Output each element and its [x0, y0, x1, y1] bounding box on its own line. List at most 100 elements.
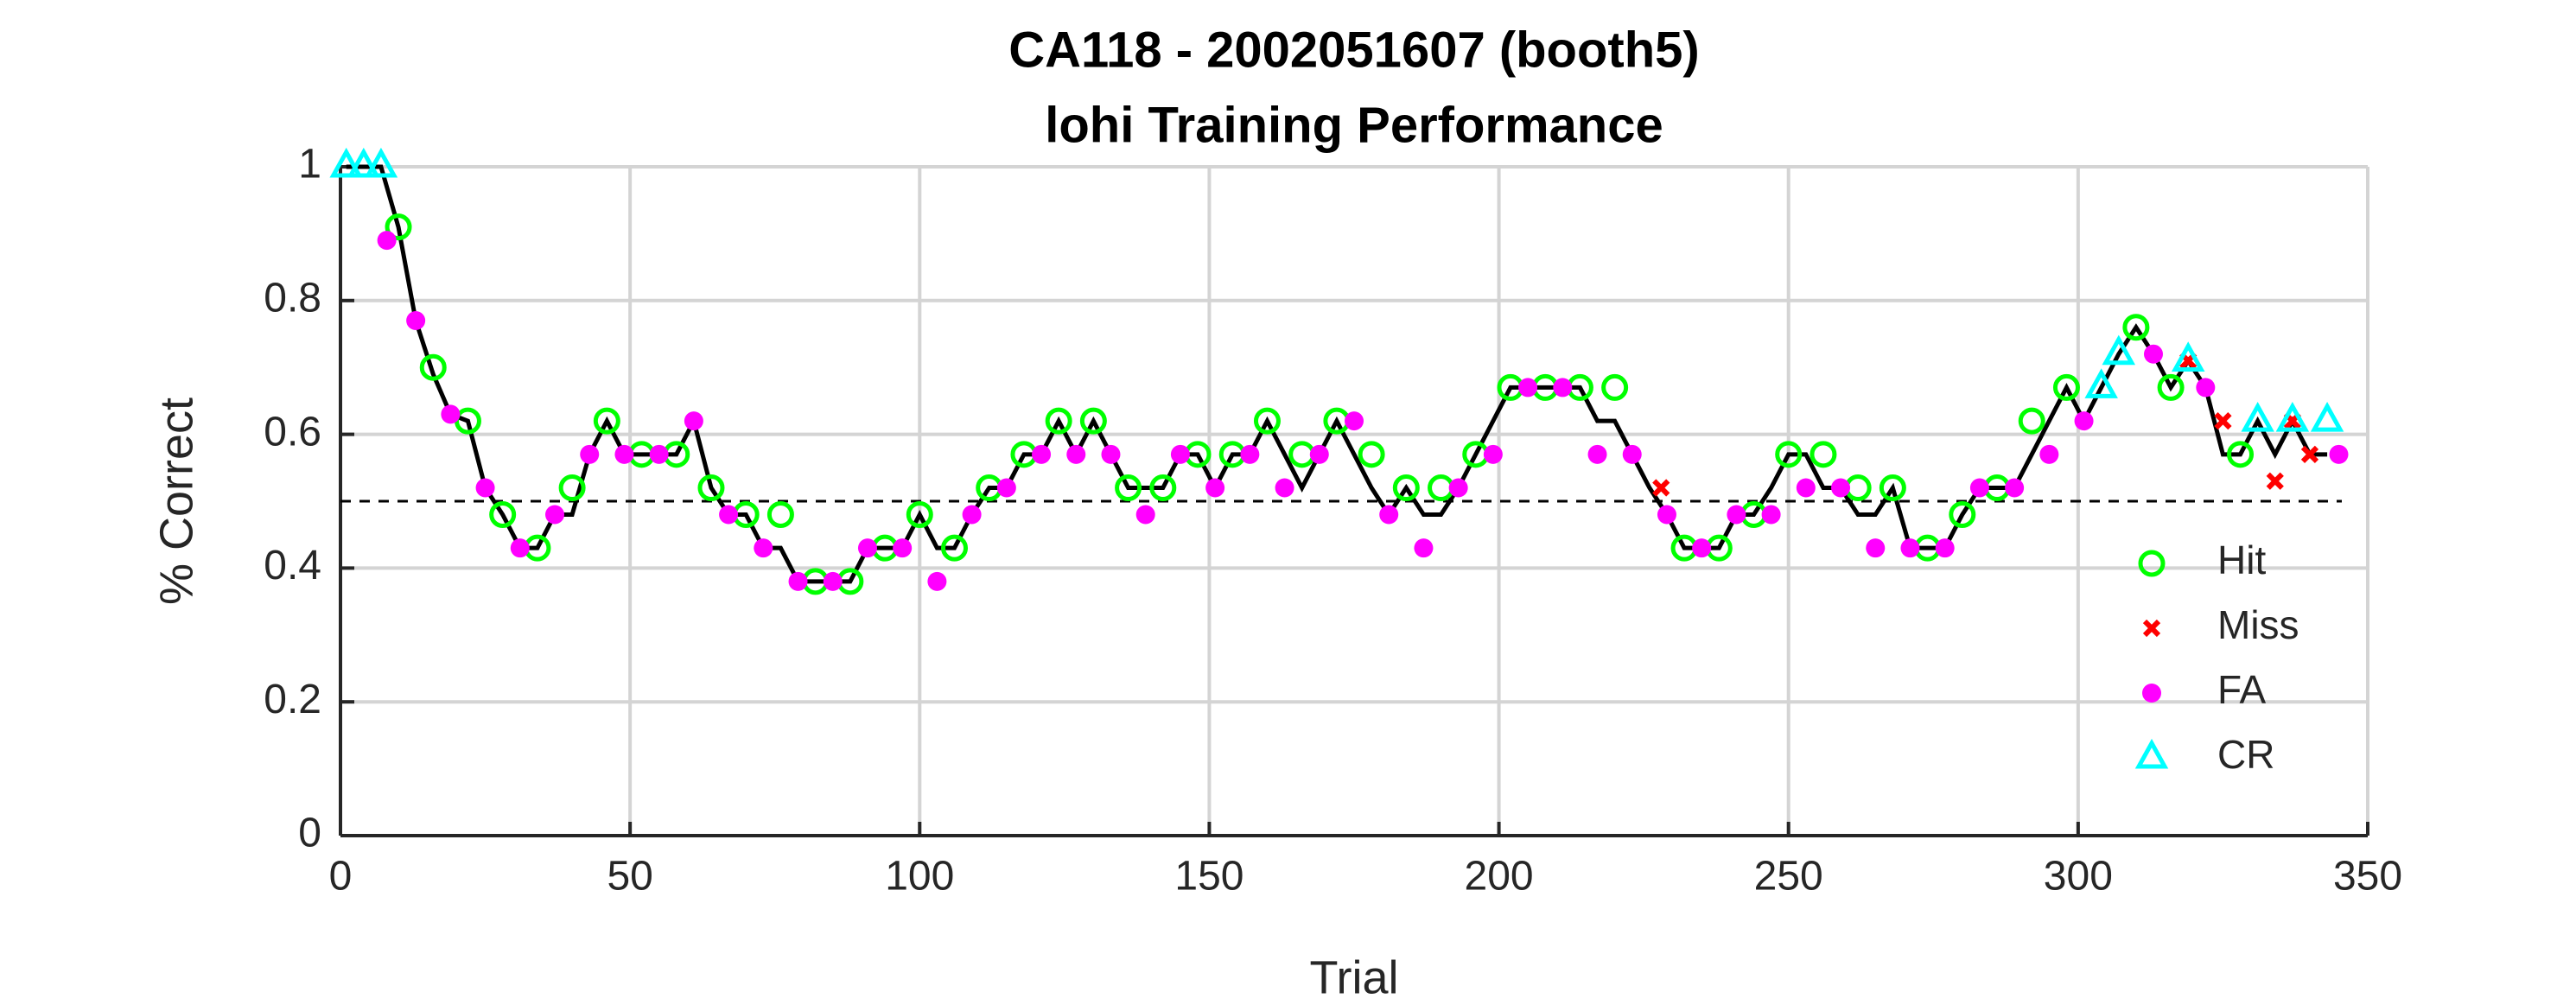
data-point — [1414, 538, 1434, 558]
data-point — [2196, 378, 2216, 398]
legend-label: CR — [2217, 732, 2274, 777]
data-point — [1518, 378, 1538, 398]
data-point — [754, 538, 773, 558]
data-point — [2266, 472, 2284, 490]
data-point — [1935, 538, 1955, 558]
data-point — [1448, 478, 1468, 498]
data-point — [1205, 478, 1225, 498]
data-point — [766, 500, 794, 528]
y-axis-label: % Correct — [150, 398, 202, 605]
data-point — [996, 478, 1016, 498]
data-point — [1288, 441, 1316, 468]
data-point — [1275, 478, 1294, 498]
legend-label: FA — [2217, 667, 2267, 712]
y-tick-label: 0.6 — [264, 409, 321, 455]
legend-marker — [2142, 684, 2161, 703]
data-point — [962, 505, 982, 525]
x-tick-label: 0 — [329, 854, 353, 900]
data-point — [1392, 474, 1420, 502]
x-axis-label: Trial — [1310, 951, 1399, 1003]
chart-title: CA118 - 2002051607 (booth5) — [1008, 22, 1699, 78]
data-point — [1066, 444, 1086, 464]
data-point — [1796, 478, 1816, 498]
data-point — [1240, 444, 1260, 464]
data-point — [2214, 411, 2232, 430]
x-tick-label: 100 — [885, 854, 954, 900]
data-point — [545, 505, 565, 525]
performance-line — [346, 164, 2328, 584]
data-point — [329, 147, 363, 178]
data-point — [347, 147, 381, 178]
data-point — [2157, 373, 2185, 401]
data-point — [1170, 444, 1190, 464]
data-point — [1045, 407, 1072, 435]
data-point — [906, 500, 933, 528]
x-tick-label: 150 — [1174, 854, 1243, 900]
data-point — [475, 478, 495, 498]
data-point — [385, 213, 412, 241]
y-tick-label: 0 — [298, 811, 321, 856]
x-tick-label: 200 — [1465, 854, 1534, 900]
legend-marker — [2138, 550, 2166, 577]
data-point — [1428, 474, 1455, 502]
data-point — [697, 474, 725, 502]
data-point — [2241, 401, 2274, 432]
data-point — [2052, 373, 2080, 401]
data-point — [1652, 479, 1670, 497]
data-point — [1900, 538, 1920, 558]
data-point — [1969, 478, 1989, 498]
data-point — [649, 444, 669, 464]
data-point — [684, 411, 703, 431]
data-point — [1149, 474, 1177, 502]
data-point — [1866, 538, 1886, 558]
data-point — [1844, 474, 1872, 502]
data-point — [1079, 407, 1107, 435]
data-point — [1761, 505, 1781, 525]
data-point — [2102, 334, 2136, 366]
legend-marker — [2142, 619, 2161, 638]
x-tick-label: 50 — [607, 854, 652, 900]
data-point — [2275, 401, 2310, 432]
data-point — [1309, 444, 1329, 464]
data-point — [1358, 441, 1385, 468]
data-point — [1810, 441, 1837, 468]
data-point — [1135, 505, 1155, 525]
data-point — [1775, 441, 1803, 468]
data-point — [1483, 444, 1503, 464]
data-point — [2122, 314, 2150, 341]
data-point — [857, 538, 877, 558]
legend-label: Hit — [2217, 537, 2266, 582]
data-point — [1032, 444, 1052, 464]
data-point — [2300, 445, 2319, 463]
legend-label: Miss — [2217, 602, 2299, 647]
data-point — [1831, 478, 1851, 498]
data-point — [2084, 368, 2118, 398]
y-tick-label: 1 — [298, 142, 321, 188]
data-point — [580, 444, 600, 464]
data-point — [377, 231, 397, 251]
chart-subtitle: lohi Training Performance — [1045, 97, 1663, 153]
data-point — [2310, 401, 2344, 432]
y-tick-label: 0.4 — [264, 543, 321, 588]
data-point — [1692, 538, 1712, 558]
x-tick-label: 250 — [1754, 854, 1823, 900]
data-point — [1253, 407, 1281, 435]
data-point — [788, 571, 808, 591]
data-point — [2005, 478, 2025, 498]
data-point — [1622, 444, 1642, 464]
legend-marker — [2134, 738, 2169, 769]
data-point — [510, 538, 530, 558]
data-point — [2018, 407, 2045, 435]
x-tick-label: 350 — [2333, 854, 2402, 900]
data-point — [1601, 373, 1629, 401]
data-point — [489, 500, 517, 528]
data-point — [1727, 505, 1746, 525]
data-point — [2074, 411, 2094, 431]
data-point — [614, 444, 634, 464]
data-point — [2329, 444, 2349, 464]
data-point — [2227, 441, 2255, 468]
data-point — [1101, 444, 1121, 464]
data-point — [1115, 474, 1142, 502]
data-point — [419, 353, 447, 381]
